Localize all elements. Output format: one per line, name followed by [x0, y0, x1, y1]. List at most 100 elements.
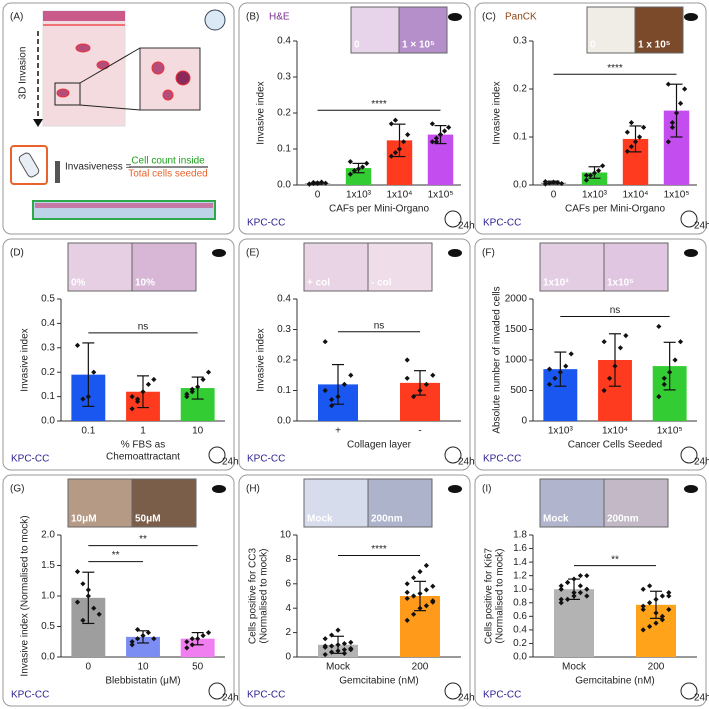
x-tick-label: + [335, 426, 341, 437]
x-tick-label: 1x10⁵ [657, 426, 683, 437]
data-point [656, 323, 662, 330]
data-point [446, 124, 452, 130]
x-tick-label: Mock [562, 662, 587, 673]
x-tick-label: - [418, 426, 421, 437]
y-tick-label: 1500 [505, 324, 528, 335]
data-point [554, 180, 561, 186]
y-tick-label: 2 [285, 627, 291, 638]
mouse-icon [684, 249, 698, 257]
data-point [347, 159, 353, 165]
data-point [404, 595, 410, 602]
data-point [335, 394, 341, 400]
x-axis-label: Collagen layer [347, 440, 412, 451]
panel-label: (H) [246, 484, 260, 495]
x-tick-label: 200 [648, 662, 665, 673]
data-point [677, 100, 684, 106]
panel: (I) 0.0 0.2 0.4 0.6 0.8 1.0 1.2 1.4 1.6 1.8 Cells p… [474, 474, 709, 707]
x-tick-label: Mock [326, 662, 351, 673]
clock-icon [444, 446, 462, 464]
cell-cluster [56, 88, 70, 98]
data-point [396, 146, 403, 152]
data-point [184, 639, 190, 645]
x-tick-label: 1x10³ [582, 190, 608, 201]
data-point [417, 605, 423, 611]
data-point [91, 369, 97, 375]
x-tick-label: 0 [86, 662, 92, 673]
mouse-icon [448, 249, 462, 257]
y-tick-label: 500 [510, 385, 527, 396]
clock-icon [444, 210, 462, 228]
data-point [348, 372, 354, 378]
duration-label: 24h [694, 457, 709, 468]
panel: (C) PanCK 0.0 0.1 0.2 0.3 Invasive index 0 1x10³… [474, 2, 709, 235]
inset-image [367, 478, 433, 528]
panel-label: (F) [482, 248, 495, 259]
clock-icon [680, 446, 698, 464]
footer-label: KPC-CC [11, 690, 49, 701]
y-tick-label: 6 [285, 578, 291, 589]
x-tick-label: 1x10³ [548, 426, 574, 437]
inset-label: 200nm [607, 514, 639, 525]
footer-label: KPC-CC [11, 454, 49, 465]
panel-label: (B) [246, 12, 259, 23]
data-point [335, 648, 341, 654]
y-tick-label: 0.2 [513, 638, 527, 649]
footer-label: KPC-CC [247, 690, 285, 701]
data-point [129, 642, 135, 648]
data-point [417, 569, 423, 575]
y-tick-label: 1.0 [513, 584, 527, 595]
inset-image [603, 242, 669, 292]
data-point [672, 357, 678, 363]
x-tick-label: 1x10⁴ [602, 426, 628, 437]
duration-label: 24h [222, 457, 239, 468]
data-point [571, 576, 577, 582]
cell [151, 61, 165, 75]
data-point [351, 168, 358, 174]
y-axis-label: (Normalised to mock) [259, 548, 270, 643]
panel-a: (A) 3D Invasion Invasiveness = Cell coun… [2, 2, 235, 235]
data-point [80, 617, 86, 623]
formula-numerator: Cell count inside [131, 156, 205, 167]
clock-icon [444, 682, 462, 700]
cell [175, 70, 191, 86]
data-point [430, 598, 436, 604]
data-point [323, 180, 329, 186]
footer-label: KPC-CC [483, 218, 521, 229]
data-point [388, 153, 394, 159]
panel: (D) 0.0 0.1 0.2 0.3 0.4 0.5 Invasive index 0.1 1 1… [2, 238, 239, 471]
data-point [430, 583, 436, 589]
clock-icon [680, 682, 698, 700]
y-tick-label: 0.3 [513, 36, 527, 47]
data-point [129, 406, 135, 412]
y-tick-label: 0.5 [41, 621, 55, 632]
data-point [583, 177, 589, 183]
data-point [388, 121, 394, 127]
x-tick-label: 1x10⁴ [623, 190, 649, 201]
y-tick-label: 0.1 [277, 385, 291, 396]
data-point [632, 139, 639, 145]
panel: (G) 0.0 0.5 1.0 1.5 2.0 Invasive index (Normal… [2, 474, 239, 707]
data-point [430, 372, 436, 378]
data-point [134, 636, 141, 642]
panel: (B) H&E 0.0 0.1 0.2 0.3 0.4 Invasive index 0 1x10… [238, 2, 475, 235]
mouse-icon [212, 485, 226, 493]
y-tick-label: 8 [285, 554, 291, 565]
y-axis-label: Invasive index (Normalised to mock) [20, 515, 31, 676]
y-tick-label: 0.1 [277, 144, 291, 155]
data-point [583, 172, 589, 178]
zoom-box [54, 82, 81, 106]
x-tick-label: 0 [315, 190, 321, 201]
inset-image [131, 242, 197, 292]
x-axis-label: CAFs per Mini-Organo [565, 204, 665, 215]
x-axis-label: Gemcitabine (nM) [339, 676, 418, 687]
significance-label: ns [374, 320, 385, 331]
data-point [429, 121, 435, 127]
data-point [665, 139, 671, 145]
significance-label: **** [371, 99, 387, 110]
data-point [318, 179, 325, 185]
data-point [552, 375, 558, 381]
y-tick-label: 0.4 [41, 318, 55, 329]
data-point [404, 357, 410, 363]
data-point [400, 139, 407, 145]
